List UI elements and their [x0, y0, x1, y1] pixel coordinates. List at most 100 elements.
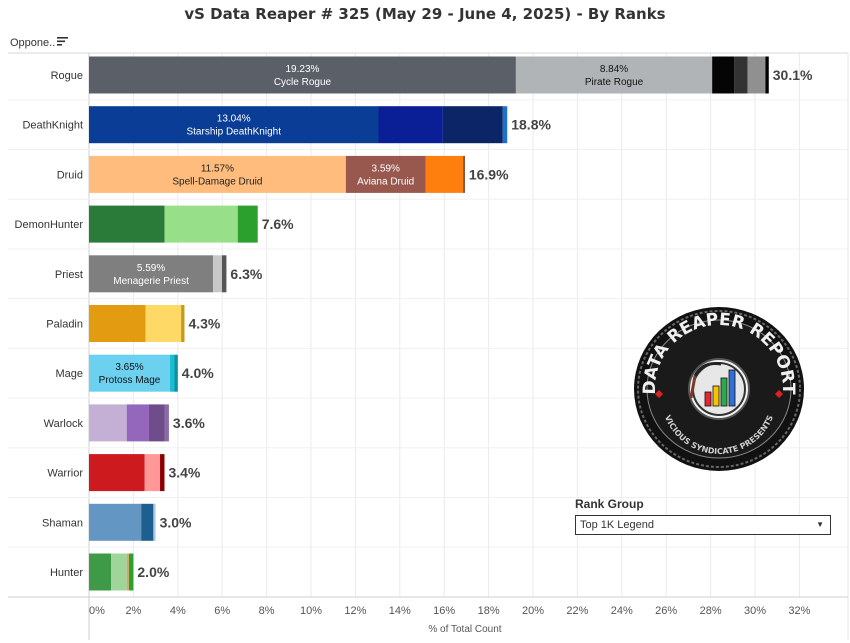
bar-segment[interactable]: [89, 255, 214, 293]
row-total-label: 3.0%: [160, 514, 192, 530]
x-tick-label: 30%: [744, 605, 766, 617]
row-total-label: 7.6%: [262, 216, 294, 232]
row-label-warlock: Warlock: [44, 418, 84, 430]
segment-archetype-label: Protoss Mage: [99, 375, 161, 386]
row-total-label: 4.0%: [182, 365, 214, 381]
logo-bar: [712, 385, 720, 407]
row-total-label: 4.3%: [188, 316, 220, 332]
segment-archetype-label: Aviana Druid: [357, 176, 414, 187]
x-tick-label: 26%: [655, 605, 677, 617]
row-total-label: 30.1%: [773, 67, 813, 83]
row-label-deathknight: DeathKnight: [22, 120, 83, 132]
row-label-druid: Druid: [57, 169, 83, 181]
logo-bar: [704, 391, 712, 407]
row-label-warrior: Warrior: [47, 468, 83, 480]
bar-segment[interactable]: [765, 56, 769, 94]
bar-segment[interactable]: [111, 553, 127, 591]
bar-segment[interactable]: [153, 503, 156, 541]
segment-value-label: 3.59%: [372, 163, 400, 174]
row-labels: Rogue DeathKnight Druid DemonHunter Priest Pa…: [15, 70, 84, 579]
bar-segment[interactable]: [181, 305, 185, 342]
x-tick-label: 8%: [259, 605, 275, 617]
bar-segment[interactable]: [502, 106, 508, 144]
segment-value-label: 8.84%: [600, 64, 628, 75]
x-tick-label: 0%: [89, 605, 105, 617]
segment-value-label: 3.65%: [115, 362, 143, 373]
bar-segment[interactable]: [213, 255, 222, 293]
x-tick-label: 24%: [611, 605, 633, 617]
x-tick-label: 12%: [344, 605, 366, 617]
bar-segment[interactable]: [425, 155, 464, 193]
bar-segment[interactable]: [734, 56, 748, 94]
rank-group-selected: Top 1K Legend: [580, 519, 655, 531]
bar-segment[interactable]: [89, 404, 127, 442]
x-tick-label: 6%: [214, 605, 230, 617]
segment-archetype-label: Spell-Damage Druid: [172, 176, 262, 187]
bar-segment[interactable]: [145, 305, 182, 342]
bar-segment[interactable]: [237, 205, 258, 243]
row-label-hunter: Hunter: [50, 567, 83, 579]
opponent-header-label[interactable]: Oppone..: [10, 37, 56, 49]
bar-segment[interactable]: [89, 305, 146, 342]
chart-title: vS Data Reaper # 325 (May 29 - June 4, 2…: [184, 5, 666, 23]
bar-segment[interactable]: [144, 454, 161, 492]
x-axis: 0% 2% 4% 6% 8% 10% 12% 14% 16% 18% 20% 22% 24% 26% 28%…: [89, 605, 811, 617]
rank-group-filter: Rank Group Top 1K Legend ▼: [575, 497, 831, 535]
bar-segment[interactable]: [126, 553, 129, 591]
bar-segment[interactable]: [89, 155, 346, 193]
bar-segment[interactable]: [515, 56, 713, 94]
bar-segment[interactable]: [164, 404, 169, 442]
bar-segment[interactable]: [463, 155, 465, 193]
bar-segment[interactable]: [128, 553, 134, 591]
x-tick-label: 18%: [478, 605, 500, 617]
bar-segment[interactable]: [89, 354, 171, 392]
bar-segment[interactable]: [148, 404, 165, 442]
rank-group-title: Rank Group: [575, 497, 644, 511]
x-tick-label: 16%: [433, 605, 455, 617]
logo-bar: [720, 377, 728, 407]
segment-archetype-label: Pirate Rogue: [585, 77, 644, 88]
bar-segment[interactable]: [170, 354, 175, 392]
bar-segment[interactable]: [160, 454, 165, 492]
row-total-label: 18.8%: [511, 117, 551, 133]
row-label-rogue: Rogue: [51, 70, 83, 82]
chevron-down-icon[interactable]: ▼: [816, 520, 824, 529]
segment-value-label: 11.57%: [201, 163, 234, 174]
bar-segment[interactable]: [712, 56, 735, 94]
bar-segment[interactable]: [747, 56, 766, 94]
logo-bar: [728, 369, 736, 407]
x-tick-label: 22%: [566, 605, 588, 617]
bar-segment[interactable]: [174, 354, 178, 392]
bar-segment[interactable]: [126, 404, 149, 442]
row-label-priest: Priest: [55, 269, 83, 281]
bar-segment[interactable]: [442, 106, 503, 144]
bar-segment[interactable]: [89, 454, 145, 492]
row-label-shaman: Shaman: [42, 517, 83, 529]
bar-segment[interactable]: [89, 503, 142, 541]
data-reaper-logo: DATA REAPER REPORT VICIOUS SYNDICATE PRE…: [634, 307, 804, 471]
bar-segment[interactable]: [345, 155, 426, 193]
bar-segment[interactable]: [378, 106, 443, 144]
bar-segment[interactable]: [89, 205, 165, 243]
bar-segment[interactable]: [89, 553, 112, 591]
segment-archetype-label: Menagerie Priest: [113, 276, 189, 287]
bar-segment[interactable]: [164, 205, 238, 243]
bar-segment[interactable]: [221, 255, 227, 293]
x-tick-label: 10%: [300, 605, 322, 617]
sort-icon[interactable]: [57, 35, 69, 47]
row-total-label: 16.9%: [469, 166, 509, 182]
row-total-label: 6.3%: [230, 266, 262, 282]
rank-group-dropdown[interactable]: Top 1K Legend ▼: [575, 515, 831, 535]
bar-segment[interactable]: [89, 56, 516, 94]
row-total-label: 3.4%: [168, 465, 200, 481]
row-label-paladin: Paladin: [46, 319, 83, 331]
x-axis-title: % of Total Count: [428, 624, 501, 635]
segment-value-label: 5.59%: [137, 263, 165, 274]
segment-value-label: 13.04%: [217, 114, 251, 125]
row-label-mage: Mage: [55, 368, 83, 380]
x-tick-label: 2%: [125, 605, 141, 617]
row-total-label: 3.6%: [173, 415, 205, 431]
x-tick-label: 4%: [170, 605, 186, 617]
bar-segment[interactable]: [141, 503, 154, 541]
bar-segment[interactable]: [89, 106, 379, 144]
